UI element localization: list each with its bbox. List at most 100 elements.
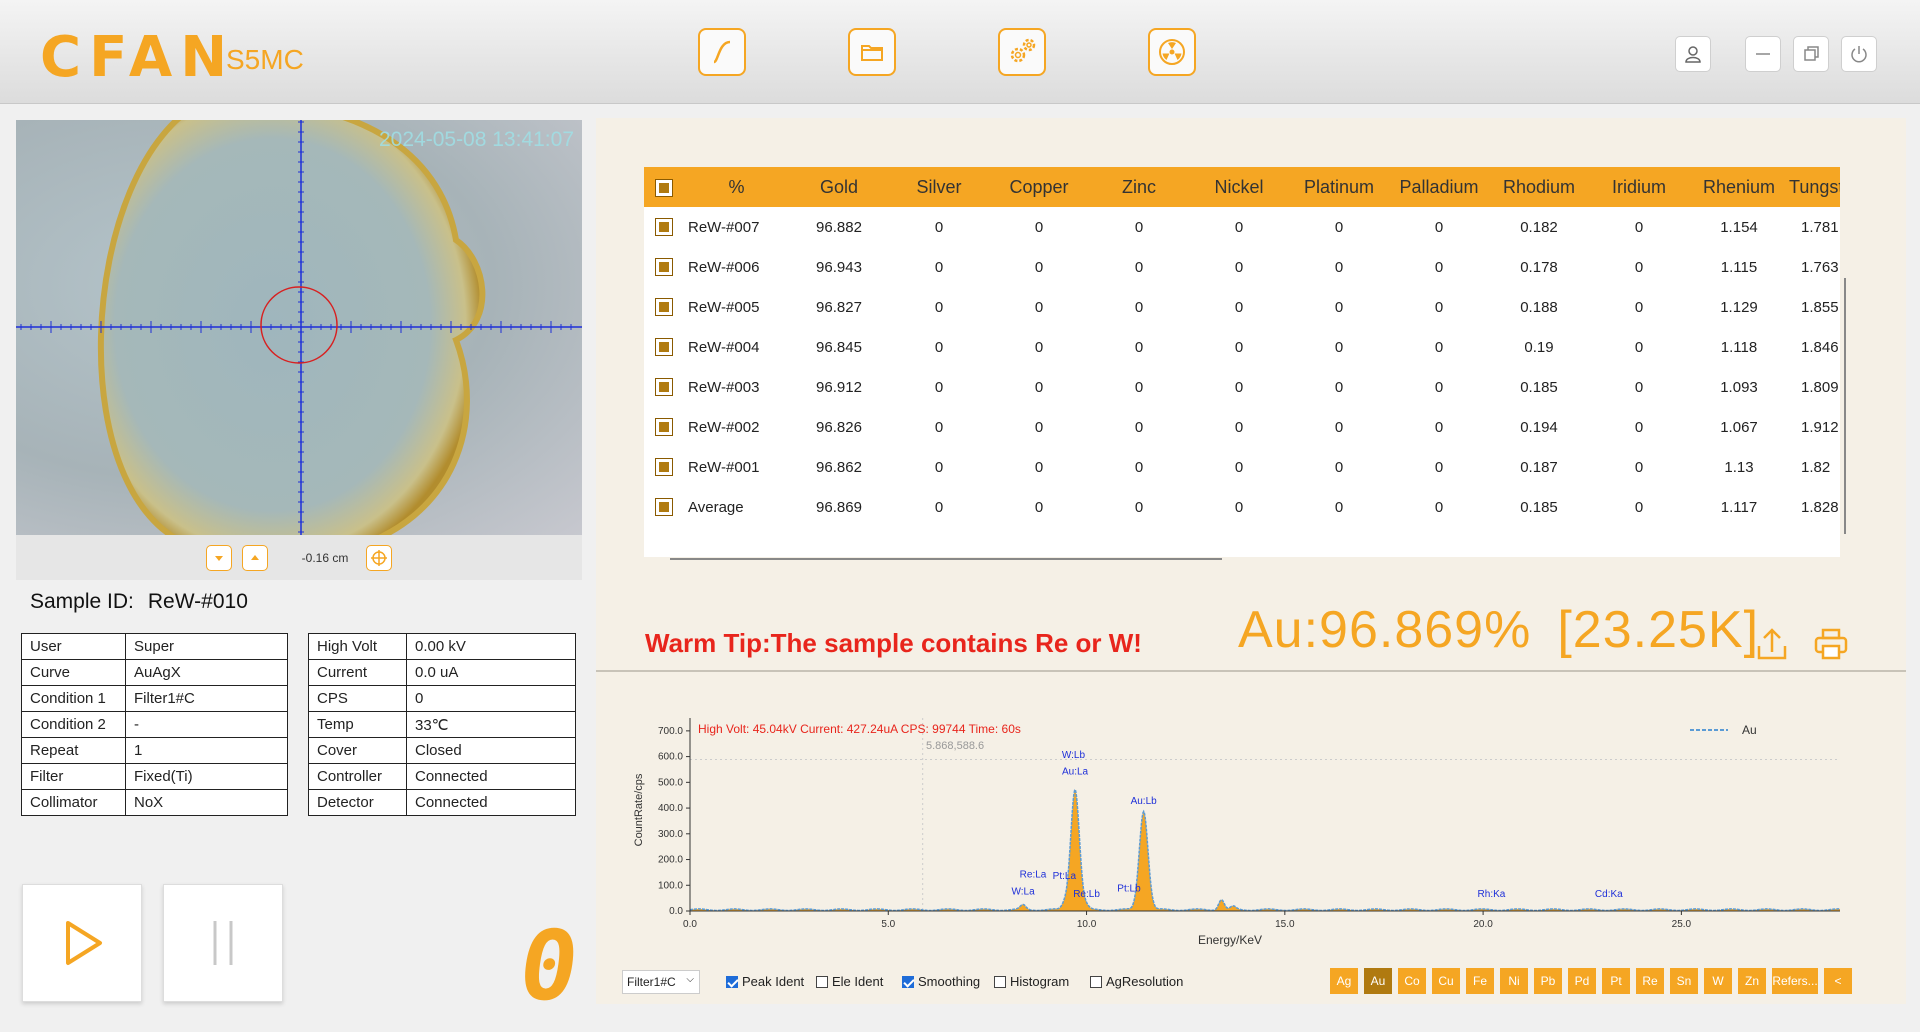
filter-select[interactable]: Filter1#C ⌵	[622, 970, 700, 994]
cell-value: 0.187	[1520, 458, 1558, 476]
column-header[interactable]: Palladium	[1389, 167, 1489, 207]
table-row[interactable]: ReW-#004 96.845 0 0 0 0 0 0 0.19 0 1.118 1.846	[644, 327, 1840, 367]
start-button[interactable]	[22, 884, 142, 1002]
spectrum-chart[interactable]: 0.0 5.0 10.0 15.0 20.0 25.0 0.0 100.0 200.0 300.0…	[620, 706, 1860, 956]
upload-icon	[1757, 628, 1787, 660]
column-header[interactable]: Rhodium	[1489, 167, 1589, 207]
row-checkbox[interactable]	[644, 287, 684, 327]
cell-value: 0	[1134, 258, 1144, 276]
element-button[interactable]: Pt	[1602, 968, 1630, 994]
element-button[interactable]: Fe	[1466, 968, 1494, 994]
checkbox-label: Ele Ident	[832, 974, 884, 989]
cell-value: 0	[1634, 378, 1644, 396]
user-button[interactable]	[1675, 36, 1711, 72]
info-key: Controller	[308, 763, 407, 790]
row-checkbox[interactable]	[644, 407, 684, 447]
column-header[interactable]: Tungste	[1789, 167, 1840, 207]
peak-label: Pt:Lb	[1117, 884, 1141, 895]
checkbox-agresolution[interactable]: AgResolution	[1090, 974, 1183, 989]
print-button[interactable]	[1811, 624, 1851, 664]
settings-button[interactable]	[998, 28, 1046, 76]
element-button[interactable]: Zn	[1738, 968, 1766, 994]
checkbox-box[interactable]	[1090, 975, 1102, 988]
table-row[interactable]: ReW-#005 96.827 0 0 0 0 0 0 0.188 0 1.129 1.855	[644, 287, 1840, 327]
row-checkbox[interactable]	[644, 487, 684, 527]
table-row[interactable]: ReW-#003 96.912 0 0 0 0 0 0 0.185 0 1.093 1.809	[644, 367, 1840, 407]
element-button[interactable]: Co	[1398, 968, 1426, 994]
cell-value: 1.067	[1720, 418, 1758, 436]
column-header[interactable]: %	[684, 167, 789, 207]
column-header[interactable]: Nickel	[1189, 167, 1289, 207]
row-name: Average	[688, 498, 744, 516]
column-header[interactable]: Gold	[789, 167, 889, 207]
info-row: Current 0.0 uA	[308, 659, 576, 686]
element-button[interactable]: Sn	[1670, 968, 1698, 994]
pause-button[interactable]	[163, 884, 283, 1002]
row-checkbox[interactable]	[644, 447, 684, 487]
element-button[interactable]: Ag	[1330, 968, 1358, 994]
element-button[interactable]: Re	[1636, 968, 1664, 994]
cell-value: 0	[1034, 378, 1044, 396]
element-button[interactable]: Pd	[1568, 968, 1596, 994]
gold-percent: Au:96.869%	[1238, 601, 1532, 659]
title-bar: CFAN S5MC	[0, 0, 1920, 104]
table-row[interactable]: ReW-#006 96.943 0 0 0 0 0 0 0.178 0 1.115 1.763	[644, 247, 1840, 287]
element-button[interactable]: <	[1824, 968, 1852, 994]
checkbox-histogram[interactable]: Histogram	[994, 974, 1069, 989]
element-button[interactable]: Cu	[1432, 968, 1460, 994]
checkbox-ele-ident[interactable]: Ele Ident	[816, 974, 883, 989]
checkbox-smoothing[interactable]: Smoothing	[902, 974, 980, 989]
column-header[interactable]: Iridium	[1589, 167, 1689, 207]
peak-label: Re:Lb	[1073, 889, 1100, 900]
radiation-button[interactable]	[1148, 28, 1196, 76]
cell-value: 0.19	[1524, 338, 1554, 356]
chevron-down-icon: ⌵	[686, 974, 694, 985]
column-header[interactable]: Platinum	[1289, 167, 1389, 207]
row-checkbox[interactable]	[644, 247, 684, 287]
open-folder-button[interactable]	[848, 28, 896, 76]
restore-button[interactable]	[1793, 36, 1829, 72]
column-header[interactable]: Silver	[889, 167, 989, 207]
column-header[interactable]: Copper	[989, 167, 1089, 207]
info-key: Curve	[21, 659, 126, 686]
results-table-container[interactable]: % Gold Silver Copper Zinc Nickel Platinum Palla…	[644, 167, 1840, 557]
table-row[interactable]: Average 96.869 0 0 0 0 0 0 0.185 0 1.117 1.828	[644, 487, 1840, 527]
row-checkbox[interactable]	[644, 207, 684, 247]
play-icon	[66, 921, 102, 965]
info-value: Filter1#C	[125, 685, 288, 712]
export-button[interactable]	[1752, 624, 1792, 664]
element-button[interactable]: W	[1704, 968, 1732, 994]
row-checkbox[interactable]	[644, 327, 684, 367]
table-row[interactable]: ReW-#007 96.882 0 0 0 0 0 0 0.182 0 1.154 1.781	[644, 207, 1840, 247]
crosshair-icon	[371, 550, 388, 566]
move-up-button[interactable]	[241, 545, 268, 571]
x-tick-label: 15.0	[1275, 919, 1295, 930]
table-row[interactable]: ReW-#002 96.826 0 0 0 0 0 0 0.194 0 1.067 1.912	[644, 407, 1840, 447]
row-checkbox[interactable]	[644, 367, 684, 407]
checkbox-box[interactable]	[726, 975, 738, 988]
curve-button[interactable]	[698, 28, 746, 76]
column-header[interactable]: Zinc	[1089, 167, 1189, 207]
select-all-checkbox[interactable]	[644, 167, 684, 207]
camera-view[interactable]: 2024-05-08 13:41:07	[16, 120, 582, 535]
info-row: Collimator NoX	[21, 789, 288, 816]
column-header[interactable]: Rhenium	[1689, 167, 1789, 207]
checkbox-box[interactable]	[816, 975, 828, 988]
focus-offset: -0.16 cm	[301, 551, 349, 565]
checkbox-box[interactable]	[994, 975, 1006, 988]
element-button[interactable]: Ni	[1500, 968, 1528, 994]
center-button[interactable]	[366, 545, 393, 571]
element-button[interactable]: Au	[1364, 968, 1392, 994]
checkbox-box[interactable]	[902, 975, 914, 988]
minimize-button[interactable]	[1745, 36, 1781, 72]
move-down-button[interactable]	[205, 545, 232, 571]
table-row[interactable]: ReW-#001 96.862 0 0 0 0 0 0 0.187 0 1.13 1.82	[644, 447, 1840, 487]
vertical-scrollbar[interactable]	[1844, 278, 1846, 534]
cell-value: 1.846	[1801, 338, 1839, 356]
horizontal-scrollbar[interactable]	[670, 558, 1222, 560]
power-button[interactable]	[1841, 36, 1877, 72]
checkbox-peak-ident[interactable]: Peak Ident	[726, 974, 804, 989]
element-button[interactable]: Pb	[1534, 968, 1562, 994]
cell-value: 1.117	[1720, 498, 1758, 516]
element-button[interactable]: Refers...	[1772, 968, 1818, 994]
